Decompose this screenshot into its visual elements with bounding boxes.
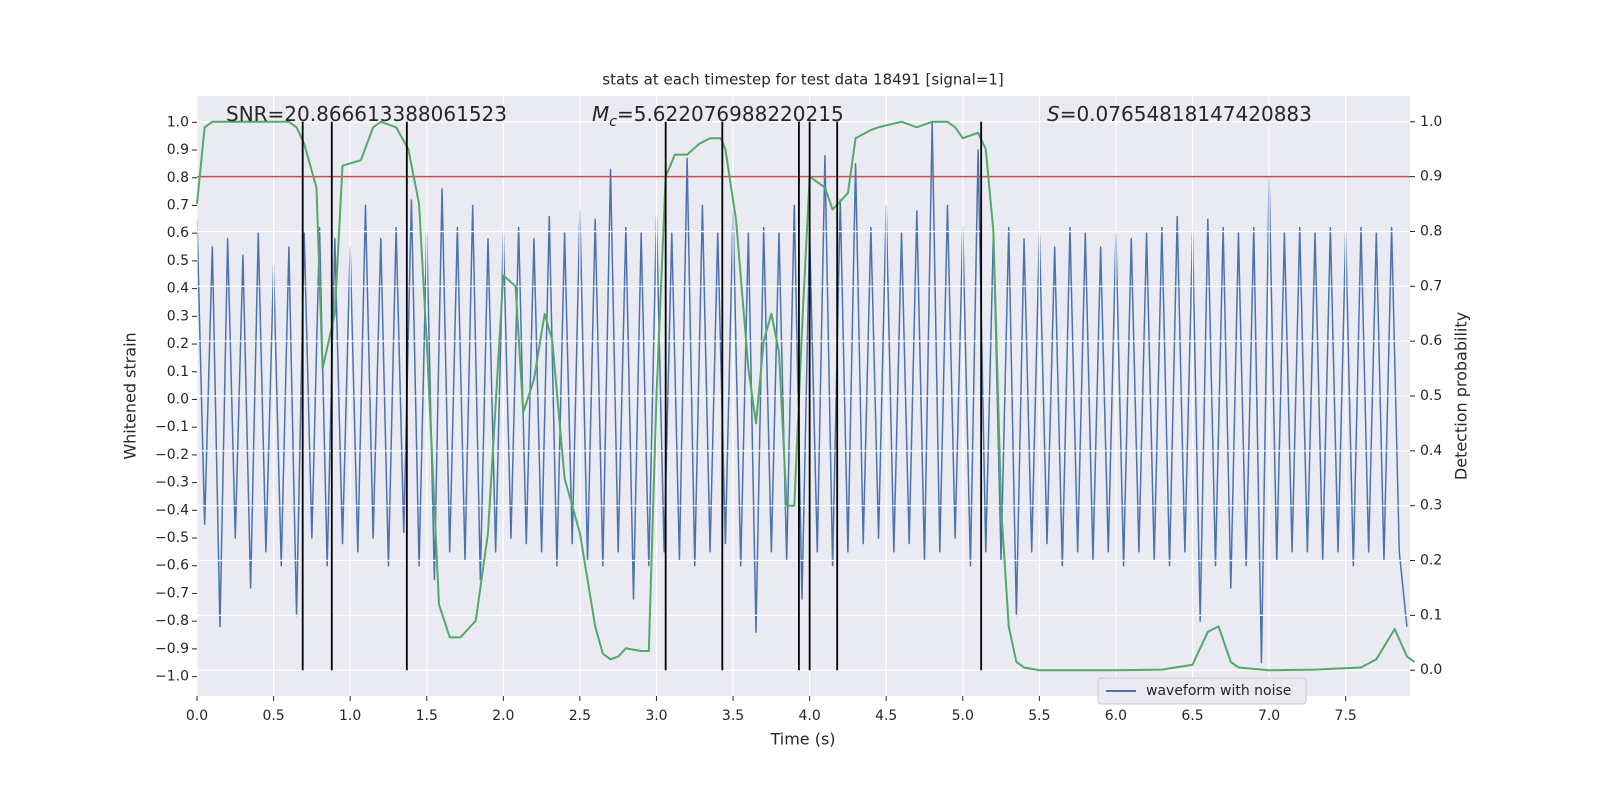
annotation-text: =5.622076988220215: [617, 102, 844, 126]
x-tick-label: 5.5: [1028, 708, 1050, 724]
x-tick-label: 1.5: [416, 708, 438, 724]
x-tick-label: 7.5: [1335, 708, 1357, 724]
y2-tick-label: 0.6: [1420, 333, 1442, 349]
y-axis-label: Whitened strain: [121, 332, 140, 459]
y2-tick-label: 0.7: [1420, 278, 1442, 294]
legend-box: [1097, 677, 1307, 705]
legend-label: waveform with noise: [1146, 683, 1291, 699]
x-tick-label: 6.0: [1105, 708, 1127, 724]
y-tick-label: −0.3: [155, 475, 189, 491]
y-tick-label: 0.5: [167, 253, 189, 269]
y-tick-label: 1.0: [167, 114, 189, 130]
y2-tick-label: 1.0: [1420, 114, 1442, 130]
y-tick-label: −0.2: [155, 447, 189, 463]
x-tick-label: 7.0: [1258, 708, 1280, 724]
x-tick-label: 3.5: [722, 708, 744, 724]
x-tick-label: 2.0: [492, 708, 514, 724]
annotation: Mc=5.622076988220215: [592, 102, 844, 130]
annotation: SNR=20.866613388061523: [226, 102, 507, 126]
y2-tick-label: 0.1: [1420, 607, 1442, 623]
annotation-symbol: M: [592, 102, 609, 126]
x-tick-label: 4.5: [875, 708, 897, 724]
y2-tick-label: 0.9: [1420, 169, 1442, 185]
y-tick-label: −0.1: [155, 419, 189, 435]
y-tick-label: 0.1: [167, 364, 189, 380]
x-tick-label: 2.5: [569, 708, 591, 724]
y-tick-label: 0.6: [167, 225, 189, 241]
annotation-symbol: S: [1047, 102, 1060, 126]
y-tick-label: 0.9: [167, 142, 189, 158]
y-tick-label: 0.4: [167, 281, 189, 297]
y-tick-label: −0.9: [155, 641, 189, 657]
y-tick-label: 0.3: [167, 308, 189, 324]
annotation-subscript: c: [609, 114, 617, 130]
y-tick-label: −0.7: [155, 585, 189, 601]
y2-tick-label: 0.4: [1420, 443, 1442, 459]
x-tick-label: 0.5: [262, 708, 284, 724]
annotation: S=0.07654818147420883: [1047, 102, 1312, 126]
x-tick-label: 6.5: [1181, 708, 1203, 724]
y2-axis-label: Detection probability: [1452, 312, 1471, 480]
x-tick-label: 0.0: [186, 708, 208, 724]
annotation-text: =0.07654818147420883: [1060, 102, 1312, 126]
y2-tick-label: 0.3: [1420, 498, 1442, 514]
y2-tick-label: 0.5: [1420, 388, 1442, 404]
y2-tick-label: 0.8: [1420, 223, 1442, 239]
y-tick-label: −1.0: [155, 669, 189, 685]
y-tick-label: −0.4: [155, 502, 189, 518]
x-tick-label: 5.0: [952, 708, 974, 724]
x-tick-label: 4.0: [798, 708, 820, 724]
chart-title: stats at each timestep for test data 184…: [602, 71, 1003, 89]
y-tick-label: 0.7: [167, 197, 189, 213]
x-tick-label: 3.0: [645, 708, 667, 724]
y2-tick-label: 0.2: [1420, 553, 1442, 569]
x-axis-label: Time (s): [769, 730, 835, 749]
y-tick-label: 0.2: [167, 336, 189, 352]
annotation-text: SNR=20.866613388061523: [226, 102, 507, 126]
series-line: [196, 121, 1408, 664]
y2-tick-label: 0.0: [1420, 662, 1442, 678]
y-tick-label: 0.8: [167, 170, 189, 186]
y-tick-label: −0.8: [155, 613, 189, 629]
x-tick-label: 1.0: [339, 708, 361, 724]
y-tick-label: −0.5: [155, 530, 189, 546]
y-tick-label: 0.0: [167, 391, 189, 407]
y-tick-label: −0.6: [155, 558, 189, 574]
